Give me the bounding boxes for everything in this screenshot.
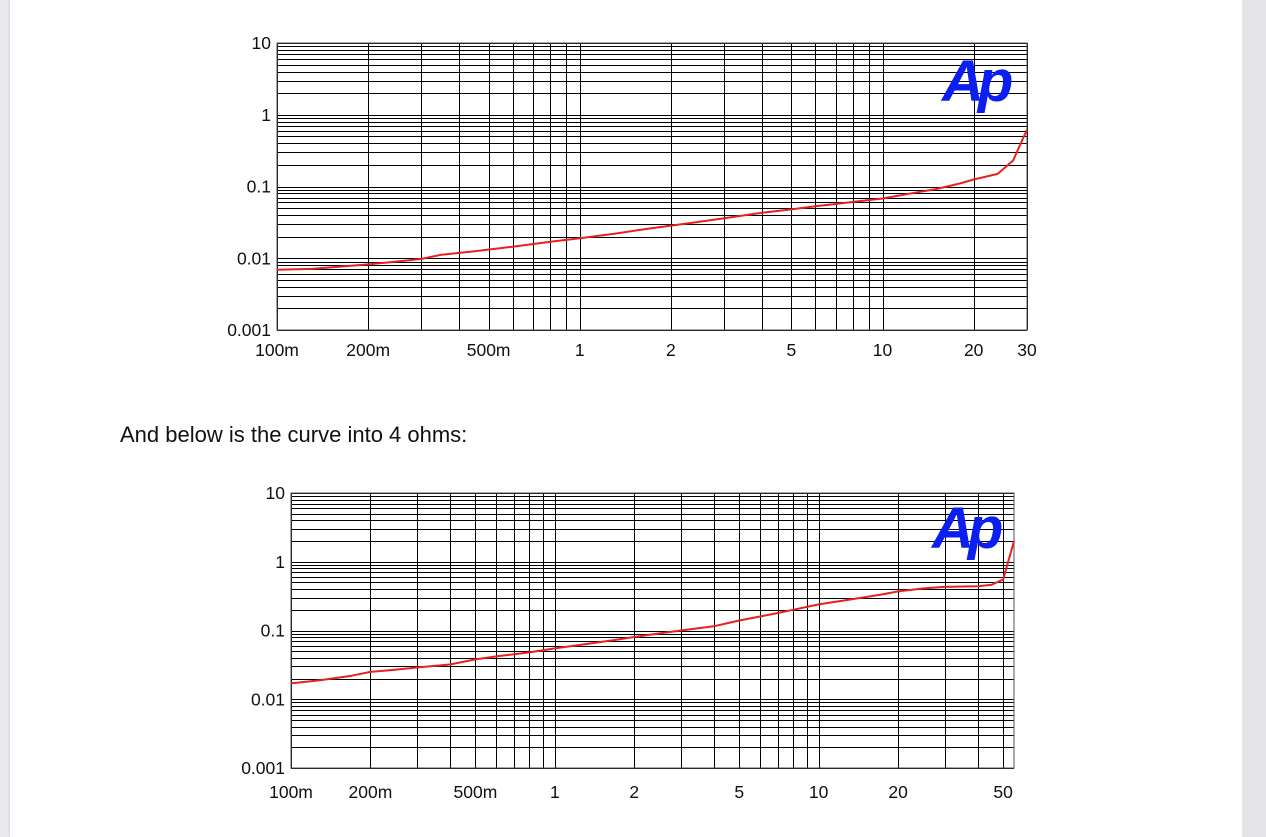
x-tick-label: 30 xyxy=(1017,340,1037,360)
x-tick-label: 200m xyxy=(349,782,393,802)
y-tick-label: 0.01 xyxy=(251,689,285,709)
x-tick-label: 10 xyxy=(873,340,893,360)
y-tick-label: 0.1 xyxy=(261,621,285,641)
y-tick-label: 10 xyxy=(252,33,272,53)
x-tick-label: 5 xyxy=(787,340,797,360)
thd-curve-line xyxy=(276,129,1028,271)
document-page xyxy=(10,0,1242,837)
x-tick-label: 500m xyxy=(467,340,511,360)
y-tick-label: 10 xyxy=(266,483,286,503)
x-tick-label: 2 xyxy=(629,782,639,802)
x-tick-label: 100m xyxy=(255,340,299,360)
y-tick-label: 0.1 xyxy=(247,177,271,197)
y-tick-label: 0.001 xyxy=(241,758,285,778)
x-tick-label: 1 xyxy=(550,782,560,802)
x-tick-label: 10 xyxy=(809,782,829,802)
y-tick-label: 1 xyxy=(261,105,271,125)
grid-lines xyxy=(277,43,1028,331)
plot-frame xyxy=(290,492,1015,769)
plot-frame xyxy=(276,42,1028,331)
y-tick-label: 1 xyxy=(275,552,285,572)
x-tick-label: 2 xyxy=(666,340,676,360)
thd-curve-line xyxy=(290,540,1015,685)
x-tick-label: 5 xyxy=(734,782,744,802)
paragraph-text: And below is the curve into 4 ohms: xyxy=(120,422,468,447)
x-tick-label: 50 xyxy=(993,782,1013,802)
ap-logo: Ap xyxy=(930,496,1002,561)
x-tick-label: 20 xyxy=(888,782,908,802)
grid-lines xyxy=(291,493,1014,769)
x-tick-label: 1 xyxy=(575,340,585,360)
y-tick-label: 0.01 xyxy=(237,248,271,268)
ap-logo: Ap xyxy=(940,49,1012,114)
y-tick-label: 0.001 xyxy=(227,320,271,340)
x-tick-label: 20 xyxy=(964,340,984,360)
x-tick-label: 100m xyxy=(269,782,313,802)
x-tick-label: 200m xyxy=(346,340,390,360)
scrollbar-track[interactable] xyxy=(1242,0,1266,837)
x-tick-label: 500m xyxy=(454,782,498,802)
